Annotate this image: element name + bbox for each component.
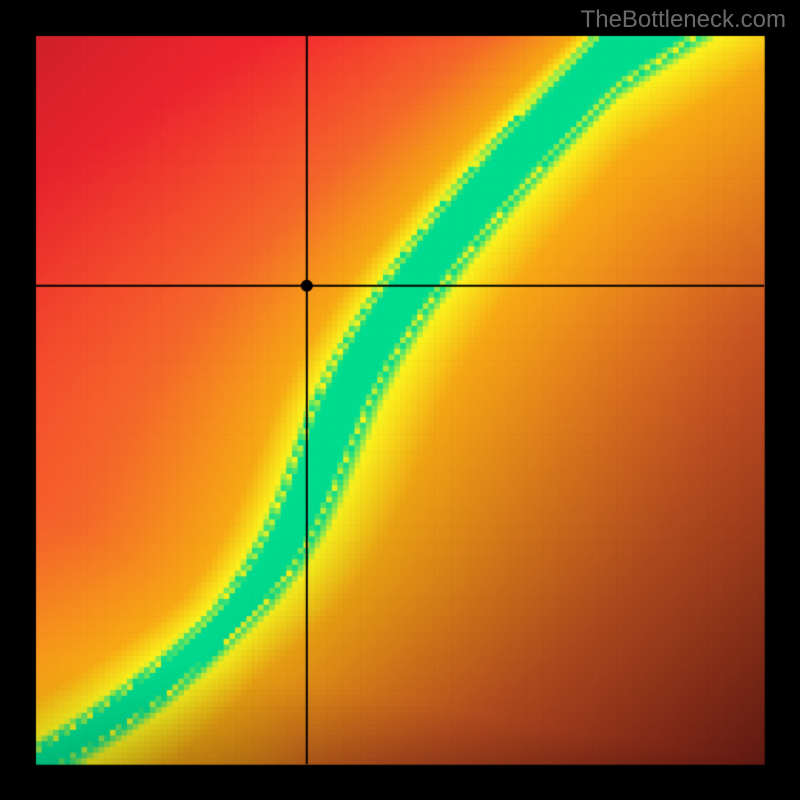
- chart-container: TheBottleneck.com: [0, 0, 800, 800]
- bottleneck-heatmap: [0, 0, 800, 800]
